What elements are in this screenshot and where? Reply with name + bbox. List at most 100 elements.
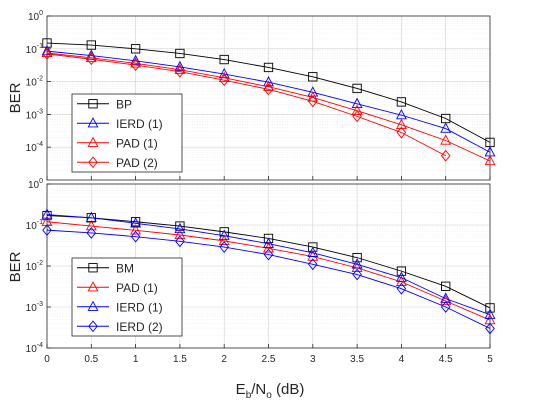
bottom-data-point [440,294,452,306]
bottom-legend-label: IERD (1) [116,300,163,314]
x-tick-label: 3.5 [350,354,364,365]
bottom-data-point [218,229,230,240]
top-data-point [175,65,185,78]
x-tick-label: 1.5 [173,354,187,365]
bottom-legend-marker [87,300,99,311]
bottom-data-point [130,217,142,228]
top-y-tick-label: 10-4 [26,141,43,154]
top-legend-marker [88,156,98,169]
bottom-data-point [130,230,141,243]
top-legend: BP IERD (1) PAD (1) PAD (2) [71,93,183,173]
bottom-data-point [440,301,451,313]
bottom-data-point [263,237,274,248]
bottom-data-point [85,211,97,222]
bottom-data-point [352,268,362,281]
top-chart-panel: 100 10-1 10-2 10-3 10-4 BP IERD (1) PAD (1) PAD … [26,10,496,181]
top-data-point [263,62,274,73]
top-data-point [219,74,229,87]
bottom-legend: BM PAD (1) IERD (1) IERD (2) [71,257,183,337]
x-tick-label: 3 [310,354,316,365]
top-data-point [42,47,52,60]
top-legend-marker [87,136,99,147]
top-data-point [440,134,452,145]
bottom-data-point [485,303,495,313]
top-data-point [263,76,274,87]
bottom-data-point [130,224,142,235]
bottom-legend-label: BM [116,261,134,275]
bottom-data-point [307,250,319,261]
bottom-data-point [42,210,52,221]
bottom-y-tick-label: 10-1 [26,219,43,232]
bottom-data-point [219,241,229,253]
bottom-chart-panel: 100 10-1 10-2 10-3 10-40 0.5 1 1.5 2 2.5 3 3.5 4 4.5 5… [26,178,496,365]
bottom-y-tick-label: 10-2 [26,260,43,273]
bottom-data-point [441,281,451,291]
top-data-point [352,110,362,123]
top-legend-box [71,93,183,173]
bottom-data-point [263,248,274,261]
bottom-data-point [485,322,495,335]
bottom-data-point [41,208,53,219]
top-data-point [175,48,185,59]
top-series-line [46,53,446,157]
top-legend-label: IERD (1) [116,117,163,131]
top-data-point [396,97,407,107]
bottom-data-point [85,219,97,231]
bottom-data-point [174,228,186,240]
top-data-point [263,80,274,91]
top-data-point [395,118,407,130]
bottom-legend-marker [88,320,98,333]
bottom-series-ierd-2 [42,224,495,335]
top-data-point [484,154,496,166]
bottom-y-tick-label: 100 [28,178,43,191]
bottom-data-point [395,271,407,282]
top-data-point [308,72,318,82]
bottom-y-tick-label: 10-3 [26,301,43,314]
top-data-point [219,54,229,65]
bottom-data-point [86,227,97,239]
bottom-data-point [396,282,407,295]
bottom-data-point [175,235,185,248]
top-ylabel: BER [7,82,24,113]
x-tick-label: 0.5 [84,354,98,365]
top-data-point [263,83,274,96]
bottom-y-tick-label: 10-4 [26,342,43,355]
bottom-legend-label: IERD (2) [116,320,163,334]
bottom-data-point [484,308,496,319]
bottom-data-point [174,222,186,234]
top-data-point [308,95,318,108]
top-data-point [174,60,186,72]
bottom-legend-marker [88,263,98,273]
x-tick-label: 4 [399,354,405,365]
top-y-tick-label: 10-1 [26,43,43,56]
bottom-series-line [46,214,491,316]
bottom-data-point [307,246,319,257]
top-data-point [218,71,230,83]
bottom-data-point [218,234,230,246]
top-data-point [396,126,407,139]
top-series-pad-2 [42,47,451,162]
top-data-point [440,149,451,162]
x-tick-label: 1 [133,354,139,365]
top-data-point [130,44,141,54]
x-axis-title: Eb/No (dB) [236,381,305,401]
top-y-tick-label: 100 [28,10,43,23]
top-legend-marker [88,99,98,109]
bottom-ylabel: BER [7,251,24,282]
bottom-data-point [42,224,52,237]
top-series-line [46,42,491,143]
top-data-point [352,83,362,94]
top-data-point [351,97,363,108]
x-tick-label: 4.5 [439,354,453,365]
bottom-legend-box [71,257,183,337]
bottom-legend-label: PAD (1) [116,281,158,295]
top-legend-label: PAD (2) [116,156,158,170]
top-y-tick-label: 10-3 [26,108,43,121]
x-tick-label: 2.5 [262,354,276,365]
top-data-point [440,122,452,133]
x-tick-label: 2 [221,354,227,365]
bottom-legend-marker [87,281,99,292]
top-data-point [86,53,97,66]
